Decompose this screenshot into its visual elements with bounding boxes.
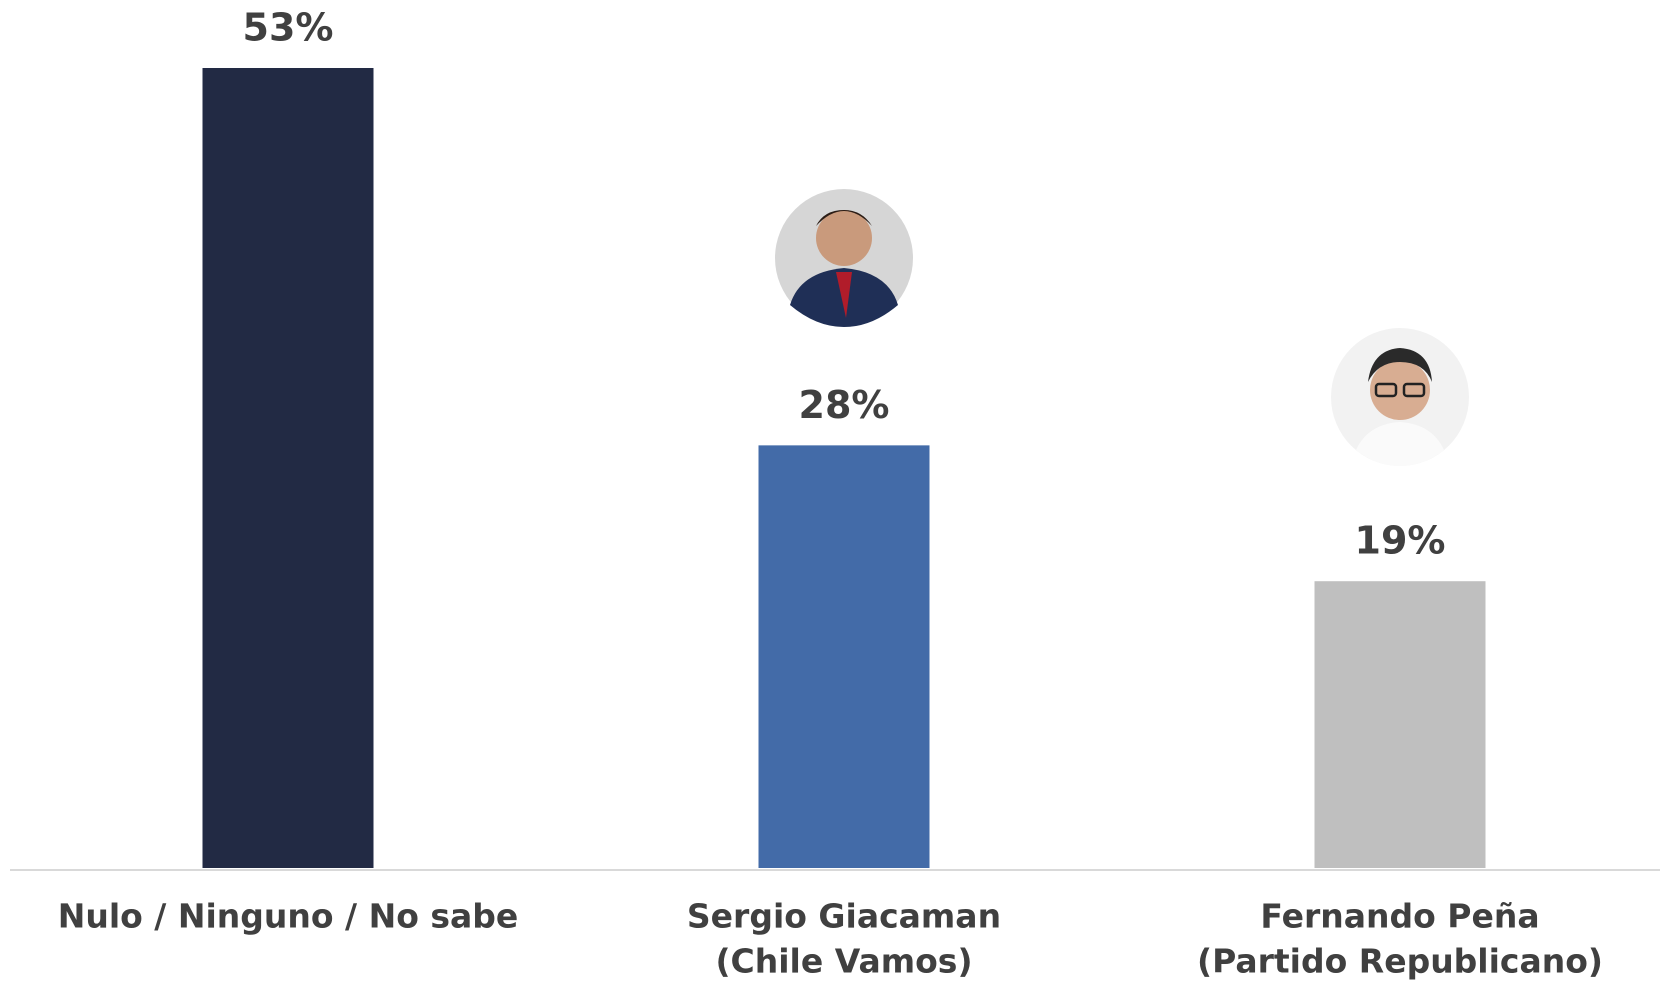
- candidate-photo: [775, 189, 913, 327]
- x-tick-label: (Chile Vamos): [715, 942, 972, 981]
- x-tick-label: Nulo / Ninguno / No sabe: [58, 897, 519, 936]
- value-label: 53%: [243, 6, 334, 50]
- bar: [1315, 581, 1486, 868]
- x-tick-label: Sergio Giacaman: [687, 897, 1001, 936]
- value-label: 19%: [1355, 519, 1446, 563]
- bar: [203, 68, 374, 868]
- bar: [759, 445, 930, 868]
- value-label: 28%: [799, 383, 890, 427]
- x-tick-label: (Partido Republicano): [1197, 942, 1603, 981]
- page: 53% Nulo / Ninguno / No sabe 28% Sergio Gia…: [0, 0, 1660, 985]
- chart: 53% Nulo / Ninguno / No sabe 28% Sergio Gia…: [0, 0, 1660, 985]
- x-tick-label: Fernando Peña: [1260, 897, 1539, 936]
- candidate-photo: [1331, 328, 1469, 466]
